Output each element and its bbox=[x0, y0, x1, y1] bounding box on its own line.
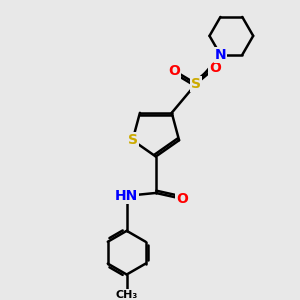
Text: HN: HN bbox=[115, 189, 138, 203]
Text: O: O bbox=[168, 64, 180, 78]
Text: S: S bbox=[128, 133, 138, 147]
Text: CH₃: CH₃ bbox=[116, 290, 138, 300]
Text: O: O bbox=[209, 61, 221, 75]
Text: O: O bbox=[176, 192, 188, 206]
Text: N: N bbox=[214, 48, 226, 62]
Text: S: S bbox=[191, 77, 201, 91]
